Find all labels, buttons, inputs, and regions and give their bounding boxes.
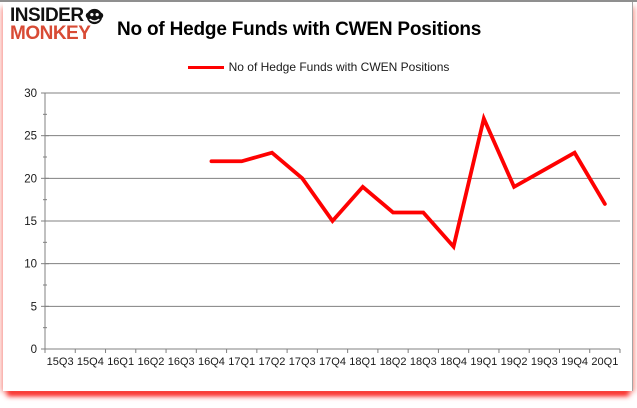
top-frame-border <box>0 0 637 2</box>
y-tick-label: 5 <box>31 301 37 313</box>
monkey-head-icon <box>85 8 103 25</box>
y-tick-label: 0 <box>31 344 37 356</box>
x-tick-label: 17Q2 <box>259 356 286 368</box>
chart-title: No of Hedge Funds with CWEN Positions <box>117 19 482 40</box>
legend-label: No of Hedge Funds with CWEN Positions <box>228 60 450 74</box>
logo-text-insider: INSIDER <box>10 5 84 26</box>
x-tick-label: 17Q3 <box>289 356 316 368</box>
x-tick-label: 19Q2 <box>501 356 528 368</box>
logo-row: INSIDER <box>10 6 104 26</box>
x-tick-label: 19Q4 <box>561 356 588 368</box>
legend-line-marker <box>187 65 224 69</box>
data-series-line <box>209 112 607 251</box>
x-tick-label: 18Q1 <box>349 356 376 368</box>
x-tick-label: 16Q4 <box>198 356 225 368</box>
x-tick-label: 18Q4 <box>440 356 467 368</box>
x-tick-label: 18Q3 <box>410 356 437 368</box>
y-tick-label: 10 <box>24 259 37 271</box>
chart-panel <box>3 0 633 391</box>
x-tick-label: 17Q1 <box>228 356 255 368</box>
insider-monkey-logo: INSIDER MONKEY <box>10 6 104 43</box>
y-tick-label: 20 <box>24 173 37 185</box>
x-tick-label: 15Q3 <box>47 356 74 368</box>
y-tick-label: 25 <box>24 131 37 143</box>
y-tick-label: 15 <box>24 216 37 228</box>
x-tick-label: 16Q1 <box>107 356 134 368</box>
x-tick-label: 16Q3 <box>168 356 195 368</box>
x-tick-label: 18Q2 <box>380 356 407 368</box>
x-tick-label: 17Q4 <box>319 356 346 368</box>
logo-text-monkey: MONKEY <box>10 23 91 44</box>
x-tick-label: 15Q4 <box>77 356 104 368</box>
x-tick-label: 16Q2 <box>137 356 164 368</box>
y-tick-label: 30 <box>24 88 37 100</box>
legend: No of Hedge Funds with CWEN Positions <box>0 60 637 74</box>
x-tick-label: 19Q1 <box>470 356 497 368</box>
x-tick-label: 19Q3 <box>531 356 558 368</box>
x-tick-label: 20Q1 <box>591 356 618 368</box>
